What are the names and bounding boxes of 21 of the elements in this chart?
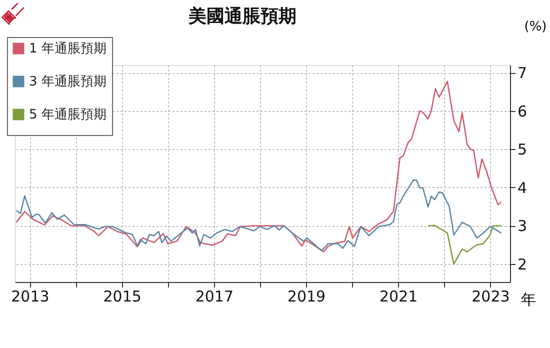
legend-label: 5 年通脹預期	[29, 108, 106, 122]
chart-title: 美國通脹預期	[188, 6, 296, 27]
y-tick-label: 6	[518, 102, 528, 120]
x-tick-label: 2013	[11, 288, 50, 306]
legend-label: 1 年通脹預期	[29, 42, 106, 56]
line-series	[427, 224, 502, 265]
y-tick-label: 4	[518, 178, 528, 197]
x-tick-label: 2023	[472, 288, 510, 306]
legend-label: 3 年通脹預期	[29, 74, 106, 90]
x-tick-label: 2015	[103, 288, 142, 306]
y-tick-label: 7	[518, 64, 528, 82]
x-tick-label: 2017	[195, 288, 234, 306]
x-tick-label: 2021	[380, 288, 418, 306]
text: 圖二	[0, 0, 26, 26]
x-tick-label: 2019	[287, 288, 326, 306]
y-tick-label: 3	[518, 217, 528, 236]
y-tick-label: 5	[518, 140, 528, 159]
y-axis-title: (%)	[524, 20, 547, 34]
y-tick-label: 2	[518, 256, 528, 274]
line-series	[16, 180, 502, 252]
x-axis-title: 年	[521, 290, 536, 308]
